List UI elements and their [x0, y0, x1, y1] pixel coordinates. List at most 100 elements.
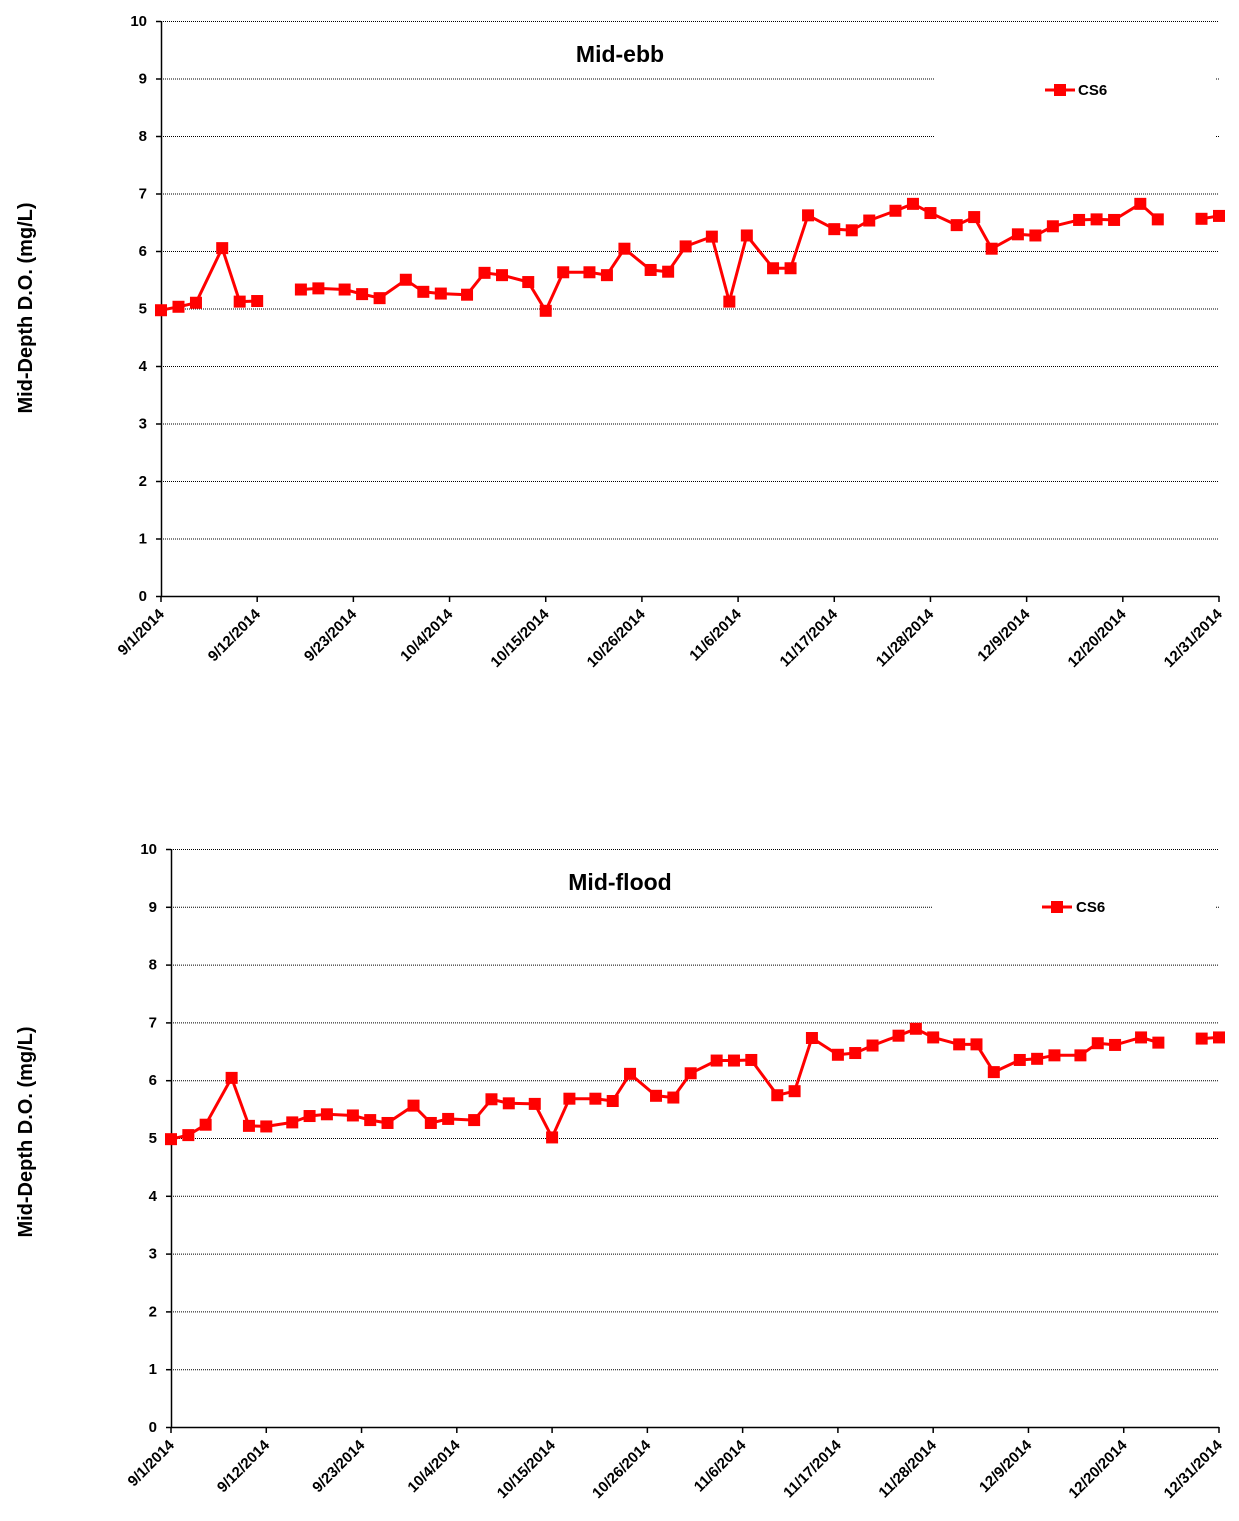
data-point: [705, 230, 718, 243]
data-point: [165, 1133, 177, 1146]
data-point: [312, 282, 325, 295]
x-tick-label: 10/26/2014: [589, 1436, 655, 1502]
x-tick-label: 9/1/2014: [115, 605, 169, 659]
series-line: [300, 202, 1159, 313]
data-point: [1046, 220, 1059, 233]
data-point: [924, 207, 937, 220]
data-point: [650, 1089, 663, 1102]
data-point: [417, 285, 430, 298]
data-point: [461, 288, 474, 301]
x-tick-label: 12/9/2014: [974, 605, 1034, 665]
x-tick-label: 11/17/2014: [777, 605, 842, 670]
y-tick-label: 4: [149, 1188, 158, 1205]
y-tick-label: 10: [130, 13, 147, 30]
y-tick-label: 9: [149, 899, 157, 916]
x-tick-label: 11/6/2014: [686, 605, 745, 664]
y-tick-label: 0: [139, 588, 147, 605]
x-tick-label: 9/23/2014: [309, 1436, 369, 1496]
y-tick-label: 3: [149, 1246, 157, 1263]
data-point: [251, 295, 264, 308]
y-tick-label: 5: [139, 301, 147, 318]
y-tick-label: 6: [149, 1072, 157, 1089]
data-point: [892, 1029, 905, 1042]
data-point: [539, 304, 552, 317]
data-point: [563, 1092, 576, 1105]
legend-label: CS6: [1076, 899, 1105, 916]
data-point: [927, 1031, 940, 1044]
x-tick-label: 11/6/2014: [691, 1436, 750, 1495]
data-point: [1029, 229, 1042, 242]
x-tick-label: 12/31/2014: [1161, 605, 1227, 671]
x-tick-label: 12/20/2014: [1065, 605, 1131, 671]
data-point: [950, 219, 963, 232]
data-point: [485, 1093, 498, 1106]
data-point: [1134, 197, 1147, 210]
data-point: [468, 1114, 481, 1127]
data-point: [644, 263, 657, 276]
data-point: [740, 229, 753, 242]
data-point: [953, 1038, 966, 1051]
data-point: [968, 211, 981, 224]
x-tick-label: 10/4/2014: [397, 605, 457, 665]
y-tick-label: 1: [149, 1361, 157, 1378]
data-point: [502, 1097, 515, 1110]
legend: CS6: [1045, 82, 1107, 99]
data-point: [589, 1092, 602, 1105]
data-point: [909, 1022, 922, 1035]
data-point: [294, 283, 307, 296]
data-point: [373, 292, 386, 305]
data-point: [985, 242, 998, 255]
data-point: [557, 266, 570, 279]
data-point: [1213, 1031, 1225, 1044]
data-point: [906, 197, 919, 210]
data-point: [771, 1089, 784, 1102]
y-tick-label: 2: [139, 473, 147, 490]
data-point: [424, 1116, 437, 1129]
x-tick-label: 9/1/2014: [125, 1436, 179, 1490]
chart-title: Mid-flood: [568, 869, 671, 895]
data-point: [303, 1110, 316, 1123]
data-point: [1135, 1031, 1148, 1044]
data-point: [662, 265, 675, 278]
chart-mid-flood: 0 1 2 3 4 5 6 7 8 9 10 9/1/2014 9/12/2014 9/23/2014 10…: [15, 841, 1226, 1502]
data-point: [727, 1054, 740, 1067]
data-point: [233, 295, 246, 308]
data-point: [788, 1085, 801, 1098]
data-point: [242, 1119, 255, 1132]
y-tick-label: 10: [140, 841, 157, 858]
series-line: [170, 1027, 1159, 1141]
data-point: [381, 1116, 394, 1129]
data-point: [831, 1048, 844, 1061]
data-point: [987, 1066, 1000, 1079]
data-point: [496, 269, 509, 282]
data-point: [866, 1039, 879, 1052]
data-point: [618, 242, 631, 255]
data-point: [1213, 209, 1225, 222]
data-point: [216, 242, 229, 255]
data-point: [225, 1071, 238, 1084]
data-point: [802, 209, 815, 222]
data-point: [679, 240, 692, 253]
data-point: [320, 1108, 333, 1121]
x-tick-label: 12/20/2014: [1065, 1436, 1131, 1502]
data-point: [583, 266, 596, 279]
data-point: [1151, 213, 1164, 226]
x-tick-label: 11/28/2014: [875, 1436, 940, 1501]
data-point: [970, 1038, 983, 1051]
data-point: [745, 1053, 758, 1066]
data-point: [784, 262, 797, 275]
data-point: [1195, 1032, 1208, 1045]
data-point: [338, 283, 351, 296]
y-tick-label: 8: [149, 957, 157, 974]
y-tick-label: 7: [139, 186, 147, 203]
x-tick-label: 9/23/2014: [301, 605, 361, 665]
chart-mid-ebb: 0 1 2 3 4 5 6 7 8 9 10 9/1/2014 9/12/2014 9/23/2014 10…: [15, 13, 1226, 671]
data-point: [1011, 228, 1024, 241]
y-tick-label: 8: [139, 128, 147, 145]
x-tick-label: 10/4/2014: [404, 1436, 464, 1496]
x-tick-label: 10/15/2014: [494, 1436, 560, 1502]
data-point: [1013, 1053, 1026, 1066]
data-point: [845, 224, 858, 237]
data-point: [1152, 1036, 1165, 1049]
